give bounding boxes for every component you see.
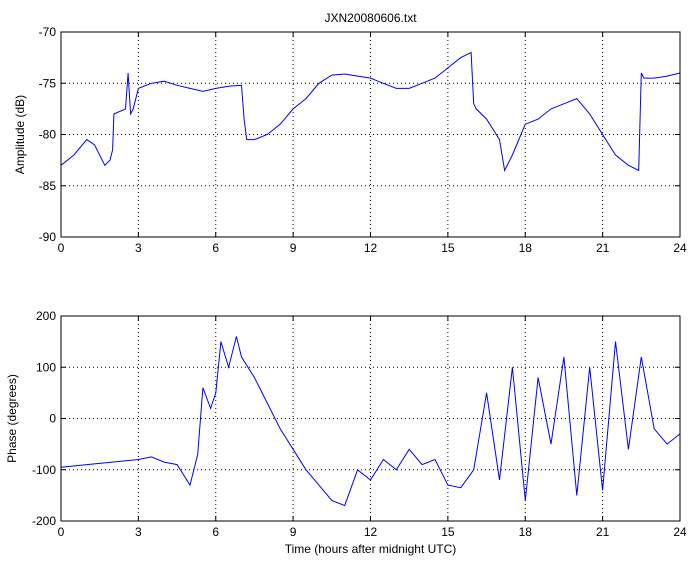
amplitude-y-tick-label: -90: [39, 230, 57, 244]
phase-plot-area: [61, 316, 680, 521]
phase-x-tick-label: 15: [441, 525, 455, 539]
amplitude-plot-area: [61, 32, 680, 237]
amplitude-x-tick-label: 6: [212, 241, 219, 255]
phase-x-tick-label: 12: [364, 525, 378, 539]
amplitude-y-tick-label: -75: [39, 76, 57, 90]
amplitude-x-tick-label: 24: [673, 241, 687, 255]
amplitude-y-tick-label: -70: [39, 25, 57, 39]
amplitude-x-tick-label: 0: [58, 241, 65, 255]
amplitude-y-axis-label: Amplitude (dB): [13, 95, 27, 174]
phase-x-tick-label: 18: [519, 525, 533, 539]
phase-y-tick-label: -200: [32, 514, 56, 528]
amplitude-x-tick-label: 18: [519, 241, 533, 255]
amplitude-x-tick-label: 15: [441, 241, 455, 255]
phase-panel: 0 3 6 9 12 15 18 21 24 -200 -100 0 100 200 Time (hour…: [5, 309, 687, 556]
phase-x-tick-label: 6: [212, 525, 219, 539]
phase-x-tick-label: 0: [58, 525, 65, 539]
phase-y-tick-label: 0: [49, 412, 56, 426]
amplitude-x-tick-label: 12: [364, 241, 378, 255]
amplitude-y-tick-label: -85: [39, 179, 57, 193]
phase-x-tick-label: 24: [673, 525, 687, 539]
chart-title: JXN20080606.txt: [324, 11, 417, 25]
amplitude-y-tick-label: -80: [39, 128, 57, 142]
amplitude-x-tick-label: 9: [290, 241, 297, 255]
amplitude-ticks: 0 3 6 9 12 15 18 21 24 -90 -85 -80 -75 -70: [39, 25, 687, 255]
phase-x-tick-label: 3: [135, 525, 142, 539]
x-axis-label: Time (hours after midnight UTC): [285, 542, 457, 556]
phase-ticks: 0 3 6 9 12 15 18 21 24 -200 -100 0 100 200: [32, 309, 687, 539]
phase-series-line: [60, 336, 681, 507]
amplitude-x-tick-label: 3: [135, 241, 142, 255]
phase-y-tick-label: 100: [36, 360, 56, 374]
amplitude-series-line: [60, 51, 681, 172]
phase-y-tick-label: -100: [32, 463, 56, 477]
amplitude-panel: 0 3 6 9 12 15 18 21 24 -90 -85 -80 -75 -70 JXN2008060…: [13, 11, 687, 255]
phase-y-tick-label: 200: [36, 309, 56, 323]
amplitude-x-tick-label: 21: [596, 241, 610, 255]
phase-x-tick-label: 9: [290, 525, 297, 539]
phase-y-axis-label: Phase (degrees): [5, 374, 19, 463]
phase-x-tick-label: 21: [596, 525, 610, 539]
